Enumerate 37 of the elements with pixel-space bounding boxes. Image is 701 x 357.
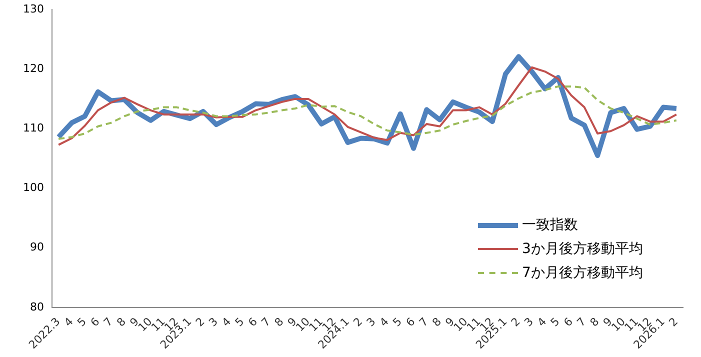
x-tick-label: 2 [508, 315, 523, 330]
x-tick-label: 8 [430, 315, 444, 330]
x-tick-label: 6 [561, 315, 576, 330]
x-tick-label: 4 [534, 315, 550, 330]
y-tick-label: 100 [22, 181, 44, 194]
x-tick-label: 2 [666, 315, 681, 330]
y-tick-label: 120 [22, 62, 44, 76]
x-tick-label: 8 [272, 315, 286, 330]
y-tick-label: 90 [30, 240, 44, 254]
x-tick-label: 5 [74, 315, 90, 330]
legend-label: 一致指数 [522, 216, 578, 234]
x-tick-label: 5 [548, 315, 562, 330]
line-series [58, 85, 678, 140]
x-tick-label: 8 [114, 315, 128, 330]
y-tick-label: 130 [22, 2, 44, 16]
x-tick-label: 7 [574, 315, 589, 330]
x-tick-label: 4 [377, 315, 392, 330]
x-tick-label: 5 [390, 315, 405, 330]
x-tick-label: 4 [219, 315, 234, 330]
x-tick-label: 2 [193, 315, 208, 330]
x-tick-label: 5 [232, 315, 247, 330]
y-tick-label: 80 [30, 300, 44, 314]
x-tick-label: 7 [101, 315, 116, 330]
x-tick-label: 7 [416, 315, 431, 330]
x-tick-label: 2 [350, 315, 366, 330]
x-tick-label: 8 [588, 315, 602, 330]
x-tick-label: 3 [206, 315, 220, 330]
y-tick-label: 110 [22, 122, 44, 135]
x-tick-label: 3 [522, 315, 536, 330]
legend-label: 3か月後方移動平均 [522, 240, 643, 258]
x-tick-label: 7 [258, 315, 274, 330]
x-tick-label: 6 [404, 315, 418, 330]
x-tick-label: 3 [364, 315, 378, 330]
x-tick-label: 6 [88, 315, 102, 330]
x-tick-label: 6 [246, 315, 260, 330]
legend-label: 7か月後方移動平均 [522, 264, 643, 282]
x-tick-label: 4 [62, 315, 76, 330]
